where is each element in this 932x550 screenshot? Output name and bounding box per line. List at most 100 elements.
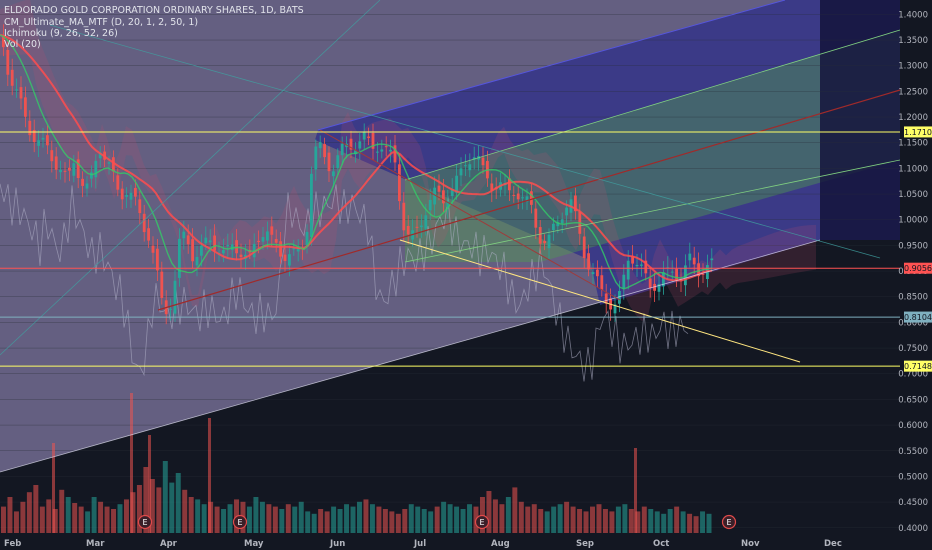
horizontal-levels xyxy=(0,131,900,367)
volume-bar xyxy=(91,497,97,533)
candle-body xyxy=(631,255,634,264)
candle-body xyxy=(415,226,419,228)
earnings-marker-label: E xyxy=(726,518,731,527)
candle-body xyxy=(490,183,494,191)
candle-body xyxy=(701,273,705,275)
volume-bar xyxy=(538,509,544,533)
candle-body xyxy=(512,194,516,196)
candle-body xyxy=(24,97,27,117)
volume-bar xyxy=(674,506,680,533)
candle-body xyxy=(587,253,590,270)
volume-bar xyxy=(1,506,6,533)
candle-body xyxy=(182,231,186,239)
level-labels: 1.1710 0.9056 0.8104 0.7148 xyxy=(904,126,932,372)
candle-body xyxy=(521,197,524,199)
volume-bar xyxy=(447,504,453,533)
moving-average-fast xyxy=(0,34,713,290)
candle-body xyxy=(288,254,291,266)
candle-body xyxy=(283,254,287,262)
candle-body xyxy=(591,272,595,275)
chart-title: ELDORADO GOLD CORPORATION ORDINARY SHARE… xyxy=(4,5,304,16)
volume-bar xyxy=(148,435,151,533)
time-tick-label: Mar xyxy=(86,539,105,549)
candle-body xyxy=(371,132,375,149)
candle-body xyxy=(662,272,665,287)
price-tick-label: 0.5500 xyxy=(898,447,928,457)
candle-body xyxy=(134,187,137,197)
candle-body xyxy=(50,150,54,162)
candle-body xyxy=(442,190,445,204)
candle-body xyxy=(543,240,546,244)
price-axis-panel xyxy=(900,0,932,550)
volume-bar xyxy=(376,506,382,533)
volume-bar xyxy=(182,489,188,533)
volume-bar xyxy=(111,509,117,533)
candle-body xyxy=(19,87,23,99)
candle-body xyxy=(226,244,230,247)
earnings-marker-label: E xyxy=(237,518,242,527)
candle-body xyxy=(358,141,362,149)
volume-bar xyxy=(408,504,414,533)
candle-body xyxy=(2,35,5,48)
candle-body xyxy=(428,199,432,211)
volume-bar xyxy=(564,501,570,533)
candle-body xyxy=(6,49,10,75)
candle-body xyxy=(468,164,472,171)
volume-bar xyxy=(570,506,576,533)
candle-body xyxy=(68,167,71,171)
volume-bar xyxy=(39,506,45,533)
volume-bar xyxy=(654,511,660,533)
ichimoku-cloud xyxy=(0,0,816,382)
volume-bar xyxy=(389,511,395,533)
candle-body xyxy=(178,238,181,278)
earnings-marker-circle xyxy=(721,514,737,530)
candle-body xyxy=(63,170,67,172)
volume-bar xyxy=(324,511,330,533)
candle-body xyxy=(340,143,344,156)
candle-body xyxy=(600,275,604,290)
candle-body xyxy=(384,146,388,148)
green-channel-top xyxy=(404,29,901,181)
candle-body xyxy=(129,192,133,200)
volume-bar xyxy=(693,516,699,533)
candle-body xyxy=(195,256,199,266)
blue-channel-shade xyxy=(315,0,900,305)
candle-body xyxy=(354,150,357,155)
candle-body xyxy=(675,268,678,281)
time-axis[interactable]: Feb Mar Apr May Jun Jul Aug Sep Oct Nov Dec xyxy=(4,539,842,549)
candle-body xyxy=(446,201,450,208)
trend-lines xyxy=(0,0,901,473)
candle-body xyxy=(710,258,714,261)
candle-body xyxy=(367,136,370,139)
candle-body xyxy=(116,175,120,190)
descending-trend-line xyxy=(319,129,621,301)
candle-body xyxy=(10,69,14,86)
price-tick-label: 1.0500 xyxy=(898,190,928,200)
candle-body xyxy=(296,247,300,252)
indicator-ma[interactable]: CM_Ultimate_MA_MTF (D, 20, 1, 2, 50, 1) xyxy=(4,17,199,28)
volume-bar xyxy=(208,418,211,533)
volume-bar xyxy=(641,506,647,533)
green-channel-shade xyxy=(405,30,900,262)
candle-body xyxy=(613,304,617,314)
volume-bar xyxy=(272,506,278,533)
candle-body xyxy=(235,240,238,254)
candle-body xyxy=(222,250,225,254)
volume-bar xyxy=(661,513,667,533)
candle-body xyxy=(393,145,397,163)
candle-body xyxy=(402,202,406,231)
volume-bar xyxy=(72,503,78,533)
volume-bar xyxy=(344,504,350,533)
volume-bar xyxy=(104,506,110,533)
earnings-marker-circle xyxy=(474,514,490,530)
candle-body xyxy=(560,219,564,224)
earnings-marker-label: E xyxy=(479,518,484,527)
indicator-ichimoku[interactable]: Ichimoku (9, 26, 52, 26) xyxy=(4,28,118,39)
volume-bar xyxy=(33,485,39,533)
price-tick-label: 1.0000 xyxy=(898,216,928,226)
candle-body xyxy=(98,152,102,159)
volume-bar xyxy=(331,506,337,533)
candle-body xyxy=(692,257,696,265)
indicator-volume[interactable]: Vol (20) xyxy=(4,39,41,50)
